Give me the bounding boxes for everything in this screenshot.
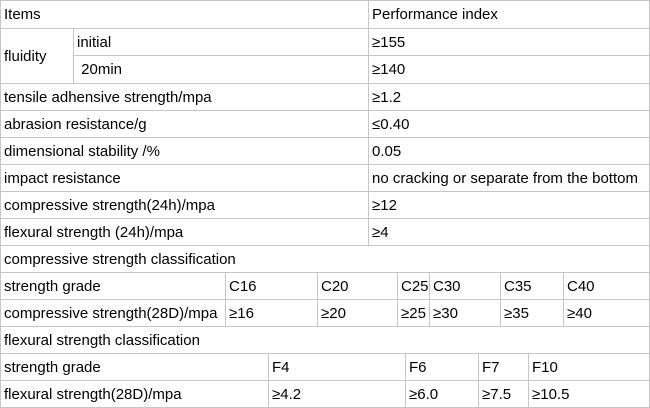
grade-cell: F10: [532, 358, 558, 376]
flexural-28d-row: flexural strength(28D)/mpa ≥4.2 ≥6.0 ≥7.…: [1, 381, 649, 407]
grade-cell: C16: [226, 273, 318, 299]
section-title-cell: flexural strength classification: [4, 331, 200, 349]
compressive-28d-row: compressive strength(28D)/mpa ≥16 ≥20 ≥2…: [1, 300, 649, 327]
compressive-classification-title-row: compressive strength classification: [1, 246, 649, 273]
property-label-cell: dimensional stability /%: [1, 138, 369, 164]
grade-label-cell: strength grade: [1, 354, 269, 380]
property-value-cell: 0.05: [372, 142, 402, 160]
table-row-flexural-24h: flexural strength (24h)/mpa ≥4: [1, 219, 649, 246]
property-value-cell: ≥4: [372, 223, 389, 241]
fluidity-value-column: ≥155 ≥140: [369, 29, 649, 83]
table-row-impact: impact resistance no cracking or separat…: [1, 165, 649, 192]
items-header-cell: Items: [1, 1, 369, 28]
header-row: Items Performance index: [1, 1, 649, 29]
grade-cell: F4: [269, 354, 406, 380]
property-label-cell: impact resistance: [1, 165, 369, 191]
strength-value-cell: ≥35: [501, 300, 564, 326]
strength-value-cell: ≥6.0: [406, 381, 479, 407]
strength-label-cell: flexural strength(28D)/mpa: [1, 381, 269, 407]
strength-value-cell: ≥7.5: [479, 381, 529, 407]
compressive-grade-row: strength grade C16 C20 C25 C30 C35 C40: [1, 273, 649, 300]
fluidity-label-cell: fluidity: [1, 29, 74, 83]
property-label-cell: tensile adhensive strength/mpa: [1, 84, 369, 110]
property-label-cell: compressive strength(24h)/mpa: [1, 192, 369, 218]
flexural-grade-row: strength grade F4 F6 F7 F10: [1, 354, 649, 381]
section-title-cell: compressive strength classification: [4, 250, 236, 268]
strength-label-cell: compressive strength(28D)/mpa: [1, 300, 226, 326]
strength-value-cell: ≥25: [398, 300, 430, 326]
strength-value-cell: ≥16: [226, 300, 318, 326]
table-row-dimensional: dimensional stability /% 0.05: [1, 138, 649, 165]
strength-value-cell: ≥20: [318, 300, 398, 326]
property-label-cell: abrasion resistance/g: [1, 111, 369, 137]
property-label-cell: flexural strength (24h)/mpa: [1, 219, 369, 245]
grade-cell: C20: [318, 273, 398, 299]
grade-cell: F7: [479, 354, 529, 380]
property-value-cell: ≥12: [372, 196, 397, 214]
fluidity-initial-value-cell: ≥155: [369, 29, 649, 56]
fluidity-block: fluidity initial 20min ≥155 ≥140: [1, 29, 649, 84]
table-row-compressive-24h: compressive strength(24h)/mpa ≥12: [1, 192, 649, 219]
property-value-cell: ≥1.2: [372, 88, 402, 106]
strength-value-cell: ≥40: [567, 304, 592, 322]
property-value-cell: no cracking or separate from the bottom: [372, 169, 638, 187]
property-value-cell: ≤0.40: [372, 115, 410, 133]
grade-cell: C30: [430, 273, 501, 299]
strength-value-cell: ≥4.2: [269, 381, 406, 407]
fluidity-20min-cell: 20min: [77, 61, 123, 78]
table-row-tensile: tensile adhensive strength/mpa ≥1.2: [1, 84, 649, 111]
performance-index-header-cell: Performance index: [372, 6, 498, 23]
grade-cell: C35: [501, 273, 564, 299]
strength-value-cell: ≥10.5: [532, 385, 570, 403]
grade-cell: C25: [398, 273, 430, 299]
fluidity-sub-column: initial 20min: [74, 29, 369, 83]
fluidity-20min-value-cell: ≥140: [372, 61, 406, 78]
table-row-abrasion: abrasion resistance/g ≤0.40: [1, 111, 649, 138]
strength-value-cell: ≥30: [430, 300, 501, 326]
flexural-classification-title-row: flexural strength classification: [1, 327, 649, 354]
grade-cell: F6: [406, 354, 479, 380]
fluidity-initial-cell: initial: [74, 29, 368, 56]
grade-cell: C40: [567, 277, 595, 295]
grade-label-cell: strength grade: [1, 273, 226, 299]
